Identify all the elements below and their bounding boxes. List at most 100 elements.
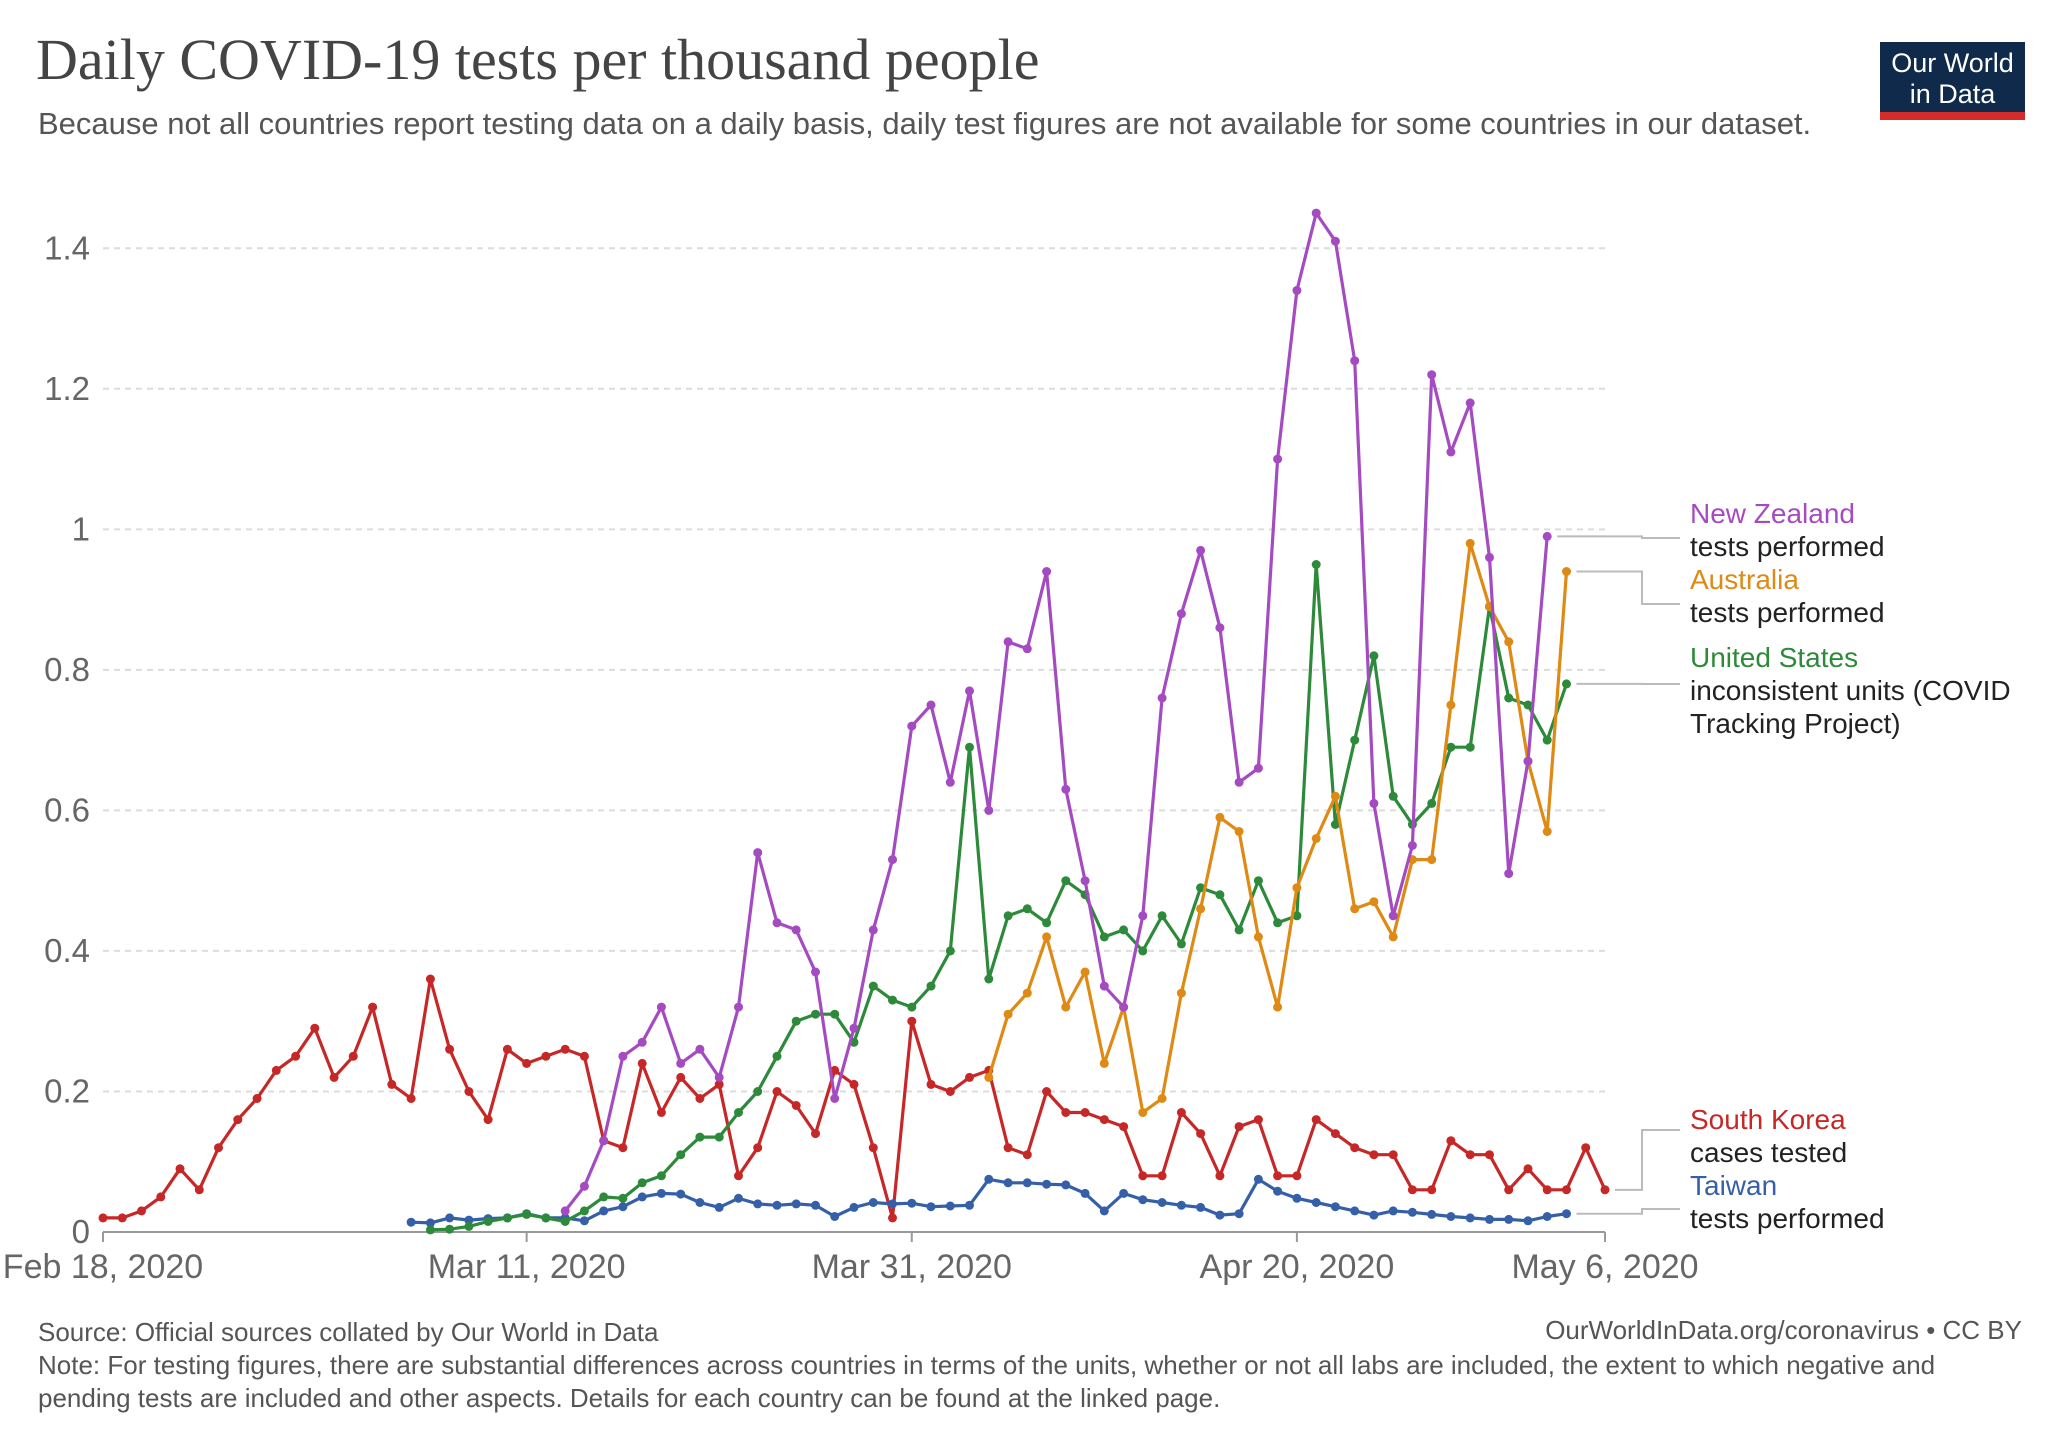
data-point <box>656 1188 666 1198</box>
data-point <box>830 1094 840 1103</box>
data-point <box>1119 925 1129 935</box>
data-point <box>1465 398 1475 408</box>
data-point <box>965 1200 974 1210</box>
label-south-korea[interactable]: South Korea cases tested <box>1690 1103 1847 1169</box>
data-point <box>1330 236 1340 246</box>
data-point <box>965 686 974 696</box>
data-point <box>1542 531 1552 541</box>
data-point <box>888 855 897 865</box>
data-point <box>1427 1209 1437 1219</box>
data-point <box>1311 1198 1321 1207</box>
label-connectors <box>1557 535 1680 1215</box>
data-point <box>945 1201 955 1211</box>
label-connector <box>1576 1208 1680 1215</box>
data-point <box>522 1209 532 1219</box>
data-point <box>1157 1171 1167 1181</box>
data-point <box>676 1150 686 1160</box>
y-tick-label: 0.6 <box>44 791 90 828</box>
data-point <box>945 777 955 787</box>
data-point <box>1138 1108 1148 1117</box>
data-point <box>1562 679 1571 689</box>
data-point <box>695 1044 705 1054</box>
data-point <box>1446 1212 1456 1221</box>
label-desc: cases tested <box>1690 1137 1848 1168</box>
data-point <box>734 1171 743 1181</box>
label-united-states[interactable]: United States inconsistent units (COVID … <box>1690 641 2011 740</box>
y-tick-label: 1 <box>72 510 90 547</box>
label-australia[interactable]: Australia tests performed <box>1690 563 1885 629</box>
data-point <box>387 1079 397 1089</box>
data-point <box>1504 693 1514 703</box>
label-name: United States <box>1690 642 1859 673</box>
data-point <box>1311 560 1321 569</box>
data-point <box>868 1143 878 1153</box>
data-point <box>1138 1195 1148 1205</box>
data-point <box>1292 1193 1302 1203</box>
label-desc: Tracking Project) <box>1690 708 1901 739</box>
x-tick-label: Feb 18, 2020 <box>3 1248 203 1286</box>
data-point <box>541 1051 551 1061</box>
data-point <box>1273 918 1283 928</box>
owid-logo[interactable]: Our World in Data <box>1880 42 2025 120</box>
data-point <box>1369 798 1379 808</box>
data-point <box>1234 827 1244 836</box>
data-point <box>849 1023 859 1033</box>
source-link[interactable]: OurWorldInData.org/coronavirus • CC BY <box>1545 1315 2022 1345</box>
data-point <box>1234 1209 1244 1219</box>
data-point <box>1003 1009 1013 1019</box>
data-point <box>1138 1171 1148 1181</box>
data-point <box>1253 932 1263 942</box>
data-point <box>849 1079 859 1089</box>
data-point <box>753 848 763 858</box>
data-point <box>1369 1150 1379 1160</box>
data-point <box>1350 904 1360 914</box>
data-point <box>868 1198 878 1207</box>
data-point <box>579 1051 589 1061</box>
x-tick-label: Mar 31, 2020 <box>812 1248 1012 1286</box>
y-tick-label: 1.2 <box>44 370 90 407</box>
data-point <box>1234 1122 1244 1132</box>
data-point <box>464 1215 474 1225</box>
y-tick-label: 0 <box>72 1213 90 1250</box>
data-point <box>1465 1150 1475 1160</box>
data-point <box>1157 1094 1167 1103</box>
label-new-zealand[interactable]: New Zealand tests performed <box>1690 497 1885 563</box>
data-point <box>1562 567 1571 576</box>
y-tick-label: 0.2 <box>44 1072 90 1109</box>
series-south-korea <box>98 974 1610 1223</box>
data-point <box>348 1051 358 1061</box>
data-point <box>1388 911 1398 921</box>
data-point <box>1523 756 1533 766</box>
data-point <box>1253 1174 1263 1184</box>
data-point <box>445 1224 455 1234</box>
data-point <box>406 1217 416 1227</box>
data-point <box>1099 981 1109 991</box>
data-point <box>1119 1122 1129 1132</box>
data-point <box>1176 1200 1186 1210</box>
data-point <box>1215 812 1225 822</box>
data-point <box>618 1193 628 1203</box>
data-point <box>1330 820 1340 829</box>
label-connector <box>1576 570 1680 605</box>
data-point <box>1061 1180 1071 1190</box>
data-point <box>1080 1108 1090 1117</box>
data-point <box>714 1202 724 1212</box>
data-point <box>830 1009 840 1019</box>
data-point <box>965 1072 974 1082</box>
data-point <box>1196 883 1206 893</box>
data-point <box>599 1192 609 1202</box>
data-point <box>1388 791 1398 801</box>
data-point <box>1215 1210 1225 1220</box>
data-point <box>1022 1150 1032 1160</box>
data-point <box>1273 454 1283 464</box>
data-point <box>1099 1206 1109 1216</box>
data-point <box>1427 370 1437 380</box>
data-point <box>926 700 936 710</box>
data-point <box>753 1199 763 1209</box>
data-point <box>1330 1202 1340 1212</box>
chart-title: Daily COVID-19 tests per thousand people <box>36 27 1040 92</box>
label-desc: inconsistent units (COVID <box>1690 675 2011 706</box>
data-point <box>984 1174 994 1184</box>
data-point <box>1157 911 1167 921</box>
label-taiwan[interactable]: Taiwan tests performed <box>1690 1169 1885 1235</box>
